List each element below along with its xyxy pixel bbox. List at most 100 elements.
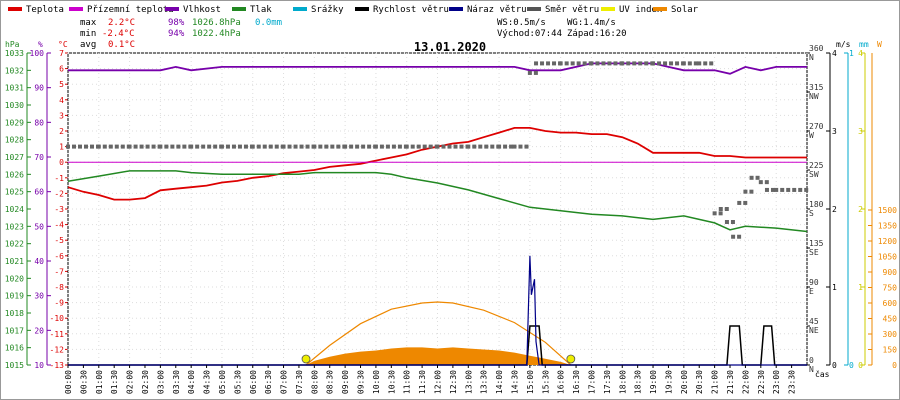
stat-avg-temp: 0.1°C	[108, 40, 135, 50]
series-hum	[68, 62, 807, 75]
stat-max-hum: 98%	[168, 18, 185, 28]
wind-direction-point	[422, 144, 427, 149]
time-tick-label: 00:30	[79, 370, 88, 394]
temperature-tick-label: 5	[59, 80, 64, 89]
wind-direction-point	[312, 144, 317, 149]
wind-direction-point	[564, 61, 569, 66]
wind-speed-tick-label: 2	[832, 205, 837, 214]
wind-speed-tick-label: 3	[832, 127, 837, 136]
temperature-tick-label: -12	[50, 345, 65, 354]
wind-direction-point	[626, 61, 631, 66]
legend-item: Solar	[653, 5, 699, 15]
solar-tick-label: 900	[883, 268, 898, 277]
legend-label: Srážky	[311, 5, 344, 15]
temperature-tick-label: 2	[59, 127, 64, 136]
time-tick-label: 07:00	[280, 370, 289, 394]
pressure-tick-label: 1018	[5, 309, 24, 318]
wind-direction-point	[709, 61, 714, 66]
wind-direction-point	[697, 61, 702, 66]
time-tick-label: 12:00	[434, 370, 443, 394]
legend-swatch	[293, 7, 307, 11]
time-tick-label: 18:30	[634, 370, 643, 394]
wind-direction-point	[404, 144, 409, 149]
wind-direction-point	[274, 144, 279, 149]
stat-min-press: 1022.4hPa	[192, 29, 241, 39]
wind-direction-point	[195, 144, 200, 149]
wind-direction-point	[84, 144, 88, 149]
wind-direction-point	[90, 144, 94, 149]
wind-direction-point	[385, 144, 390, 149]
legend-label: Vlhkost	[183, 5, 221, 15]
wind-direction-point	[114, 144, 119, 149]
wind-direction-point	[379, 144, 384, 149]
wind-direction-point	[201, 144, 206, 149]
wind-direction-degrees: 135	[809, 239, 824, 248]
uv-tick-label: 2	[858, 205, 863, 214]
series-solar-area	[306, 347, 571, 365]
time-tick-label: 04:00	[187, 370, 196, 394]
uv-tick-label: 1	[858, 283, 863, 292]
stats-block: max 2.2°C 98% 1026.8hPa 0.0mm min -2.4°C…	[80, 18, 282, 50]
pressure-tick-label: 1016	[5, 344, 24, 353]
wind-direction-degrees: 180	[809, 200, 824, 209]
series-solar-max	[305, 301, 572, 366]
wind-direction-degrees: 270	[809, 122, 824, 131]
wind-direction-point	[133, 144, 138, 149]
time-tick-label: 10:30	[387, 370, 396, 394]
wind-direction-point	[518, 144, 523, 149]
legend-swatch	[355, 7, 369, 11]
wind-direction-point	[792, 187, 797, 192]
pressure-tick-label: 1019	[5, 292, 24, 301]
legend-swatch	[8, 7, 22, 11]
chart-date: 13.01.2020	[414, 40, 486, 54]
wind-direction-point	[397, 144, 402, 149]
temperature-tick-label: 4	[59, 96, 64, 105]
rain-tick-label: 1	[849, 49, 854, 58]
wind-direction-point	[731, 234, 736, 239]
wind-direction-point	[533, 70, 538, 75]
solar-tick-label: 0	[892, 361, 897, 370]
pressure-tick-label: 1032	[5, 66, 24, 75]
wind-direction-point	[330, 144, 335, 149]
time-tick-label: 20:00	[680, 370, 689, 394]
temperature-tick-label: -2	[54, 189, 64, 198]
wind-direction-point	[343, 144, 348, 149]
uv-tick-label: 3	[858, 127, 863, 136]
solar-tick-label: 600	[883, 299, 898, 308]
wind-direction-point	[613, 61, 618, 66]
wind-direction-degrees: 360	[809, 44, 824, 53]
legend-item: Vlhkost	[165, 5, 221, 15]
wind-direction-point	[151, 144, 156, 149]
solar-tick-label: 1050	[878, 253, 897, 262]
wind-direction-point	[441, 144, 446, 149]
wind-direction-label: W	[809, 131, 814, 140]
wind-direction-point	[250, 144, 255, 149]
wind-direction-point	[804, 187, 809, 192]
wind-direction-point	[534, 61, 539, 66]
wind-direction-point	[66, 144, 70, 149]
wind-direction-point	[102, 144, 107, 149]
stat-min-label: min	[80, 29, 96, 39]
humidity-tick-label: 90	[34, 84, 44, 93]
wind-direction-point	[478, 144, 483, 149]
wind-direction-point	[755, 175, 760, 180]
humidity-tick-label: 40	[34, 257, 44, 266]
legend-swatch	[449, 7, 463, 11]
wind-direction-point	[361, 144, 366, 149]
wind-speed-info: WS:0.5m/s	[497, 18, 546, 28]
temperature-tick-label: 7	[59, 49, 64, 58]
wind-direction-point	[687, 61, 692, 66]
time-tick-label: 01:30	[110, 370, 119, 394]
wind-direction-point	[758, 180, 763, 185]
wind-direction-point	[293, 144, 298, 149]
solar-tick-label: 750	[883, 284, 898, 293]
wind-direction-point	[373, 144, 378, 149]
legend-swatch	[232, 7, 246, 11]
wind-direction-point	[281, 144, 286, 149]
wind-direction-label: E	[809, 287, 814, 296]
time-tick-label: 13:00	[464, 370, 473, 394]
time-tick-label: 06:30	[264, 370, 273, 394]
wind-direction-point	[108, 144, 113, 149]
wind-direction-point	[644, 61, 649, 66]
